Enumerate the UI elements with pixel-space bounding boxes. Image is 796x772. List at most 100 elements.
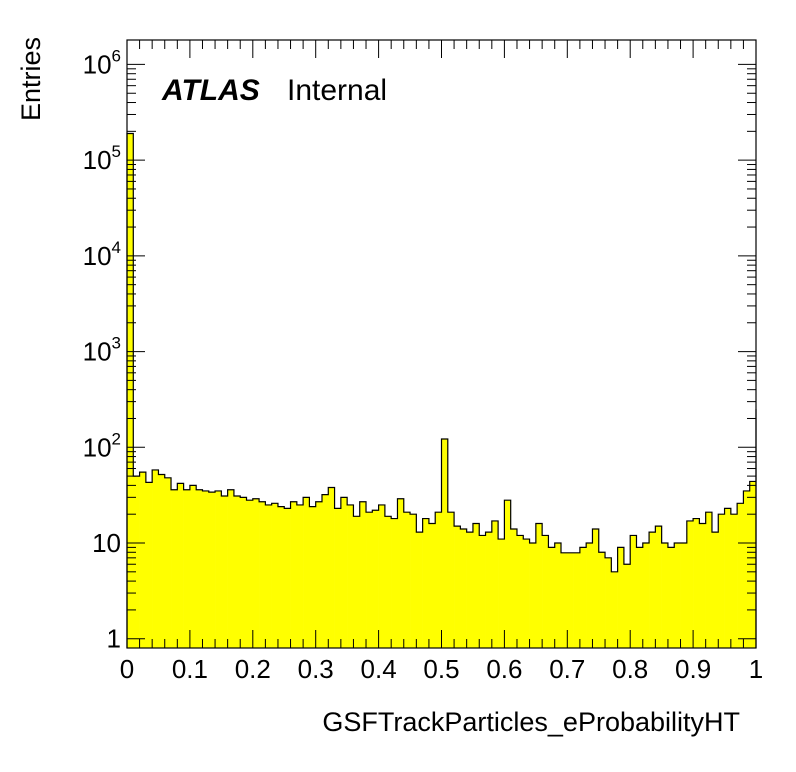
histogram-bin (667, 547, 675, 648)
histogram-bin (384, 516, 392, 648)
x-tick-label: 0 (120, 654, 134, 684)
histogram-bin (296, 504, 304, 648)
histogram-bin (265, 504, 272, 648)
histogram-bin (460, 529, 467, 648)
x-tick-label: 0.1 (172, 654, 208, 684)
histogram-bin (592, 529, 600, 648)
histogram-bin (334, 508, 342, 648)
x-tick-label: 1 (749, 654, 763, 684)
histogram-bin (252, 498, 260, 648)
histogram-bin (642, 543, 650, 648)
y-tick-label: 106 (83, 46, 121, 79)
histogram-bin (447, 512, 455, 648)
histogram-bin (705, 512, 713, 648)
histogram-bin (171, 489, 178, 648)
histogram-bin (548, 547, 556, 648)
histogram-bin (523, 539, 530, 648)
histogram-bin (542, 535, 549, 648)
histogram-bin (328, 487, 335, 648)
histogram-outline (126, 132, 757, 648)
histogram-bin (277, 506, 285, 648)
histogram-bin (259, 501, 266, 648)
y-axis-title: Entries (16, 37, 46, 121)
histogram-bin (321, 494, 329, 648)
y-tick-label: 1 (107, 624, 121, 654)
histogram-bin (372, 510, 379, 648)
histogram-bin (737, 503, 744, 648)
histogram-bin (378, 504, 386, 648)
histogram-bin (605, 557, 612, 648)
histogram-bin (340, 497, 348, 648)
y-tick-labels: 1 10 102 103 104 105 106 (83, 46, 121, 653)
histogram-bin (208, 492, 216, 648)
histogram-bin (693, 518, 700, 648)
histogram-bin (485, 532, 493, 648)
histogram-bin (416, 532, 423, 648)
histogram-bin (516, 535, 524, 648)
histogram-bin (189, 485, 197, 648)
histogram-bin (454, 526, 461, 648)
histogram-bin (202, 490, 210, 648)
histogram-bin (617, 547, 625, 648)
histogram-bin (309, 506, 316, 648)
histogram-bin (303, 497, 310, 648)
histogram-bin (158, 474, 166, 648)
histogram-bins (127, 133, 757, 648)
x-tick-label: 0.3 (298, 654, 334, 684)
histogram-bin (586, 543, 593, 648)
internal-label: Internal (287, 74, 387, 107)
y-tick-label: 103 (83, 334, 121, 367)
histogram-bin (183, 489, 191, 648)
histogram-bin (441, 439, 449, 648)
histogram-bin (686, 520, 694, 648)
atlas-label: ATLAS (161, 74, 260, 107)
x-tick-label: 0.4 (361, 654, 397, 684)
x-tick-labels: 0 0.1 0.2 0.3 0.4 0.5 0.6 0.7 0.8 0.9 1 (120, 654, 763, 684)
histogram-bin (403, 512, 411, 648)
histogram-bin (649, 532, 656, 648)
x-axis-title: GSFTrackParticles_eProbabilityHT (322, 707, 740, 737)
histogram-bin (315, 501, 323, 648)
histogram-bin (428, 523, 436, 648)
x-tick-label: 0.7 (549, 654, 585, 684)
histogram-bin (177, 483, 184, 648)
histogram-bin (152, 469, 159, 648)
y-tick-label: 104 (83, 238, 121, 271)
histogram-bin (743, 490, 751, 648)
histogram-bin (353, 516, 361, 648)
histogram-bin (164, 477, 172, 648)
histogram-bin (636, 547, 644, 648)
histogram-bin (579, 547, 587, 648)
histogram-bin (221, 495, 228, 648)
histogram-bin (718, 514, 725, 648)
histogram-bin (479, 535, 486, 648)
histogram-bin (215, 490, 222, 648)
histogram-bin (240, 497, 247, 648)
histogram-bin (611, 571, 618, 648)
histogram-bin (139, 472, 147, 648)
y-tick-label: 10 (92, 528, 121, 558)
histogram-bin (724, 508, 732, 648)
y-tick-label: 102 (83, 429, 121, 462)
histogram-bin (498, 539, 505, 648)
histogram-bin (491, 520, 499, 648)
histogram-bin (661, 543, 669, 648)
histogram-bin (730, 514, 738, 648)
x-tick-label: 0.9 (675, 654, 711, 684)
y-axis-ticks (127, 63, 756, 640)
histogram-bin (554, 543, 562, 648)
histogram-bin (598, 552, 606, 648)
histogram-bin (699, 523, 706, 648)
histogram-bin (529, 543, 537, 648)
x-tick-label: 0.5 (423, 654, 459, 684)
histogram-bin (271, 503, 279, 648)
histogram-bin (145, 482, 153, 648)
histogram-bin (567, 552, 574, 648)
histogram-bin (391, 518, 398, 648)
histogram-bin (674, 543, 681, 648)
y-tick-label: 105 (83, 142, 121, 175)
x-tick-label: 0.6 (486, 654, 522, 684)
histogram-bin (623, 564, 631, 648)
histogram-bin (472, 523, 480, 648)
histogram-bin (196, 489, 203, 648)
